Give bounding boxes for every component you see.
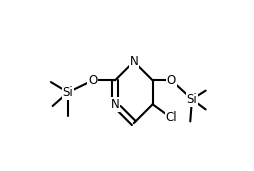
Text: O: O bbox=[88, 74, 98, 87]
Text: N: N bbox=[111, 98, 119, 111]
Text: Si: Si bbox=[187, 93, 197, 106]
Text: N: N bbox=[130, 55, 138, 68]
Text: Si: Si bbox=[63, 86, 73, 99]
Text: O: O bbox=[167, 74, 176, 87]
Text: Cl: Cl bbox=[166, 111, 177, 124]
